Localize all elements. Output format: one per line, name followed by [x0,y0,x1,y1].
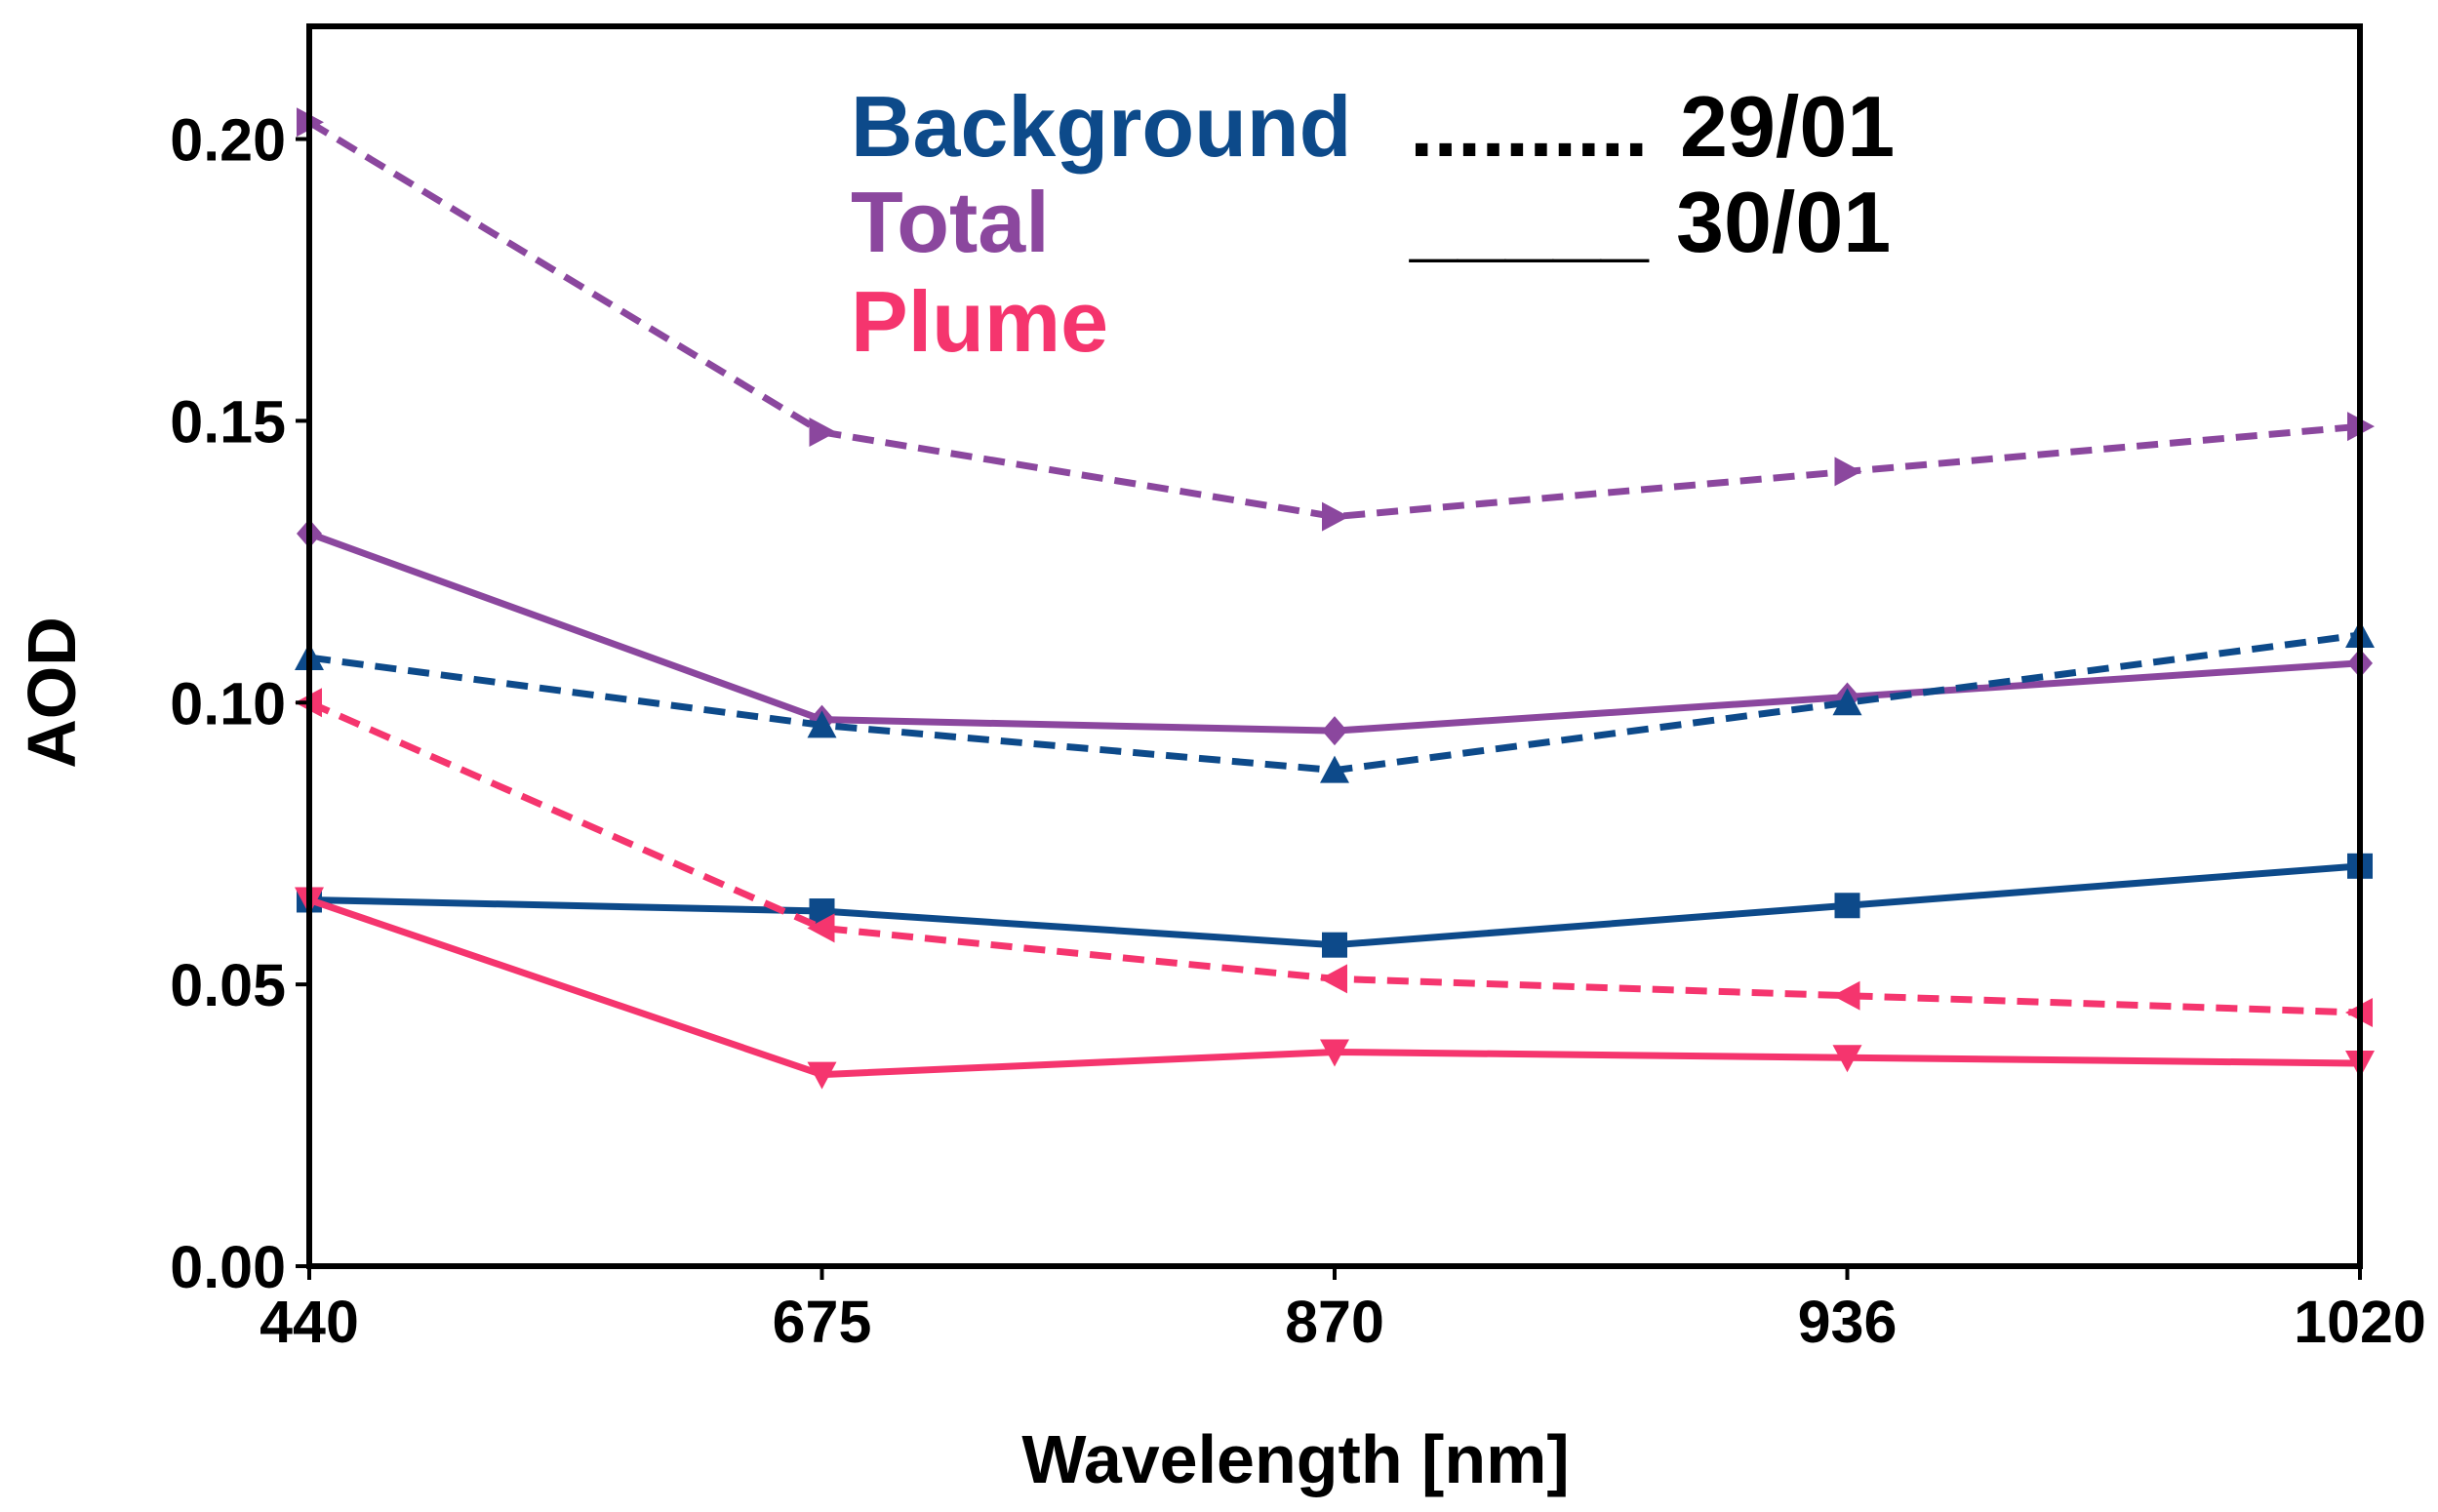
y-axis-label: AOD [14,617,90,769]
total-29-01-point [1322,501,1349,532]
ticks-layer: 440 675 870 936 1020 0.00 0.05 0.10 0.15 0.20 [170,107,2426,1355]
series-plume-30-01 [295,887,2375,1090]
background-29-01-point [1320,755,1349,783]
background-29-01-point [1832,688,1862,716]
y-tick-label: 0.10 [170,670,286,736]
total-29-01-point [1834,457,1862,487]
legend-date-2901: 29/01 [1680,78,1895,175]
plume-29-01-point [1320,964,1347,994]
legend-background: Background [851,78,1351,175]
y-tick-label: 0.15 [170,388,286,455]
legend-plume: Plume [851,273,1108,370]
plume-29-01-point [1832,980,1860,1011]
total-30-01-point [1322,716,1347,746]
x-tick-label: 440 [260,1289,359,1355]
series-total-29-01 [297,107,2375,532]
y-tick-label: 0.05 [170,952,286,1018]
legend-total: Total [851,174,1050,270]
total-29-01-point [809,417,837,447]
series-background-29-01 [295,619,2375,783]
x-tick-label: 870 [1285,1289,1384,1355]
x-axis-label: Wavelength [nm] [1021,1421,1569,1497]
legend-solid-symbol: _____ [1409,174,1650,270]
plume-30-01-point [1320,1039,1349,1067]
legend-dotted-symbol: .......... [1410,78,1649,175]
background-30-01-point [1834,893,1860,919]
legend-date-3001: 30/01 [1676,174,1891,270]
y-tick-label: 0.20 [170,107,286,174]
plume-29-01-point [807,913,835,943]
plume-30-01-point [1832,1045,1862,1073]
legend: Background Total Plume .......... 29/01 … [851,78,1895,370]
plume-30-01-point [807,1061,837,1090]
background-30-01-point [1322,932,1347,958]
series-line-total-29-01 [307,119,2361,521]
y-tick-label: 0.00 [170,1234,286,1300]
background-29-01-point [807,710,837,738]
x-tick-label: 675 [773,1289,872,1355]
x-tick-label: 1020 [2294,1289,2426,1355]
x-tick-label: 936 [1798,1289,1898,1355]
